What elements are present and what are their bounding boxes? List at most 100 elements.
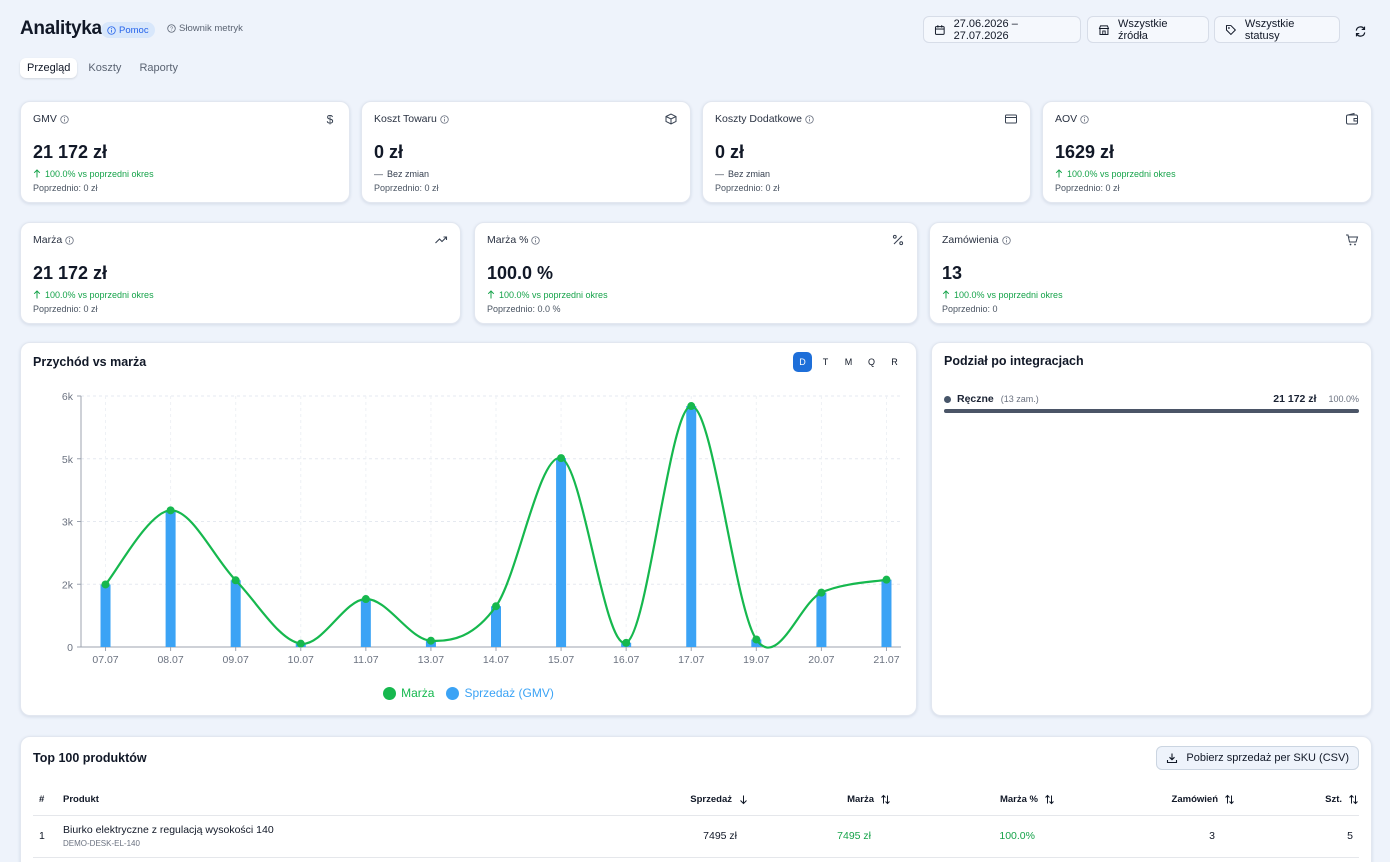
info-icon[interactable]	[805, 114, 814, 124]
kpi-label-text: Koszty Dodatkowe	[715, 113, 802, 125]
x-tick-label: 21.07	[873, 654, 899, 666]
col-margin-pct[interactable]: Marża %	[891, 785, 1055, 816]
glossary-link[interactable]: ? Słownik metryk	[167, 23, 243, 34]
period-year[interactable]: R	[891, 357, 898, 367]
col-rank: #	[33, 785, 51, 816]
margin-point	[817, 588, 826, 597]
kpi-card-zam-wienia: Zamówienia 13 100.0% vs poprzedni okres Pop…	[929, 222, 1372, 324]
table-row[interactable]: 1 Biurko elektryczne z regulacją wysokoś…	[33, 815, 1359, 858]
date-range-button[interactable]: 27.06.2026 – 27.07.2026	[923, 16, 1081, 43]
sources-filter-button[interactable]: Wszystkie źródła	[1087, 16, 1209, 43]
margin-point	[426, 636, 435, 645]
row-rank: 1	[33, 815, 51, 858]
refresh-icon	[1355, 25, 1365, 37]
kpi-previous: Poprzednio: 0 zł	[374, 183, 439, 193]
arrow-up-icon	[942, 290, 950, 299]
legend-swatch-margin	[383, 686, 397, 700]
bar-gmv	[686, 406, 697, 647]
margin-point	[296, 639, 305, 648]
bar-gmv	[230, 580, 241, 647]
tab-overview[interactable]: Przegląd	[20, 58, 78, 78]
download-csv-button[interactable]: Pobierz sprzedaż per SKU (CSV)	[1156, 746, 1359, 770]
statuses-filter-button[interactable]: Wszystkie statusy	[1214, 16, 1340, 43]
y-tick-label: 5k	[62, 454, 74, 466]
kpi-value: 1629 zł	[1055, 142, 1115, 162]
margin-point	[752, 635, 761, 644]
tab-bar: Przegląd Koszty Raporty	[20, 58, 185, 78]
info-icon	[107, 25, 116, 35]
sort-icon	[881, 795, 890, 805]
legend-item-gmv[interactable]: Sprzedaż (GMV)	[446, 686, 554, 700]
kpi-value: 13	[942, 263, 963, 283]
info-icon[interactable]	[60, 114, 69, 124]
row-margin-pct: 100.0%	[891, 815, 1055, 858]
kpi-change-text: 100.0% vs poprzedni okres	[1067, 169, 1176, 179]
kpi-change-text: 100.0% vs poprzedni okres	[499, 290, 608, 300]
col-margin[interactable]: Marża	[749, 785, 891, 816]
kpi-previous: Poprzednio: 0 zł	[1055, 183, 1120, 193]
kpi-change: 100.0% vs poprzedni okres	[33, 290, 154, 300]
col-orders-label: Zamówień	[1171, 794, 1218, 806]
bar-gmv	[881, 579, 892, 647]
integration-row[interactable]: Ręczne (13 zam.) 21 172 zł 100.0%	[944, 392, 1359, 406]
info-icon[interactable]	[1080, 114, 1089, 124]
integration-name: Ręczne	[957, 393, 994, 405]
row-product-cell: Biurko elektryczne z regulacją wysokości…	[51, 815, 569, 858]
bar-gmv	[100, 584, 111, 647]
col-qty[interactable]: Szt.	[1235, 785, 1359, 816]
sources-label: Wszystkie źródła	[1117, 17, 1168, 42]
legend-item-margin[interactable]: Marża	[383, 686, 434, 700]
x-tick-label: 07.07	[92, 654, 118, 666]
info-icon[interactable]	[440, 114, 449, 124]
col-sales[interactable]: Sprzedaż	[569, 785, 749, 816]
row-margin: 7495 zł	[749, 815, 891, 858]
margin-point	[231, 576, 240, 585]
date-range-label: 27.06.2026 – 27.07.2026	[953, 17, 1018, 42]
y-tick-label: 3k	[62, 517, 74, 529]
x-tick-label: 16.07	[613, 654, 639, 666]
kpi-label-text: GMV	[33, 113, 57, 125]
margin-line	[104, 404, 887, 649]
period-day[interactable]: D	[793, 352, 812, 372]
integration-amount: 21 172 zł	[1273, 393, 1317, 405]
tab-costs[interactable]: Koszty	[88, 62, 122, 74]
info-icon[interactable]	[531, 235, 541, 245]
x-tick-label: 17.07	[678, 654, 704, 666]
info-icon[interactable]	[65, 235, 74, 245]
kpi-label: Koszty Dodatkowe	[715, 113, 814, 125]
refresh-button[interactable]	[1351, 22, 1369, 40]
kpi-previous: Poprzednio: 0 zł	[715, 183, 780, 193]
period-quarter[interactable]: Q	[867, 357, 875, 367]
kpi-previous: Poprzednio: 0 zł	[33, 183, 98, 193]
x-tick-label: 11.07	[353, 654, 379, 666]
x-tick-label: 14.07	[483, 654, 509, 666]
dollar-icon: $	[327, 113, 334, 127]
legend-label-margin: Marża	[401, 686, 435, 700]
products-table: # Produkt Sprzedaż Marża Marża % Zamówie…	[33, 785, 1359, 858]
kpi-value: 0 zł	[374, 142, 404, 162]
period-week[interactable]: T	[822, 357, 829, 367]
period-selector: D T M Q R	[793, 352, 904, 372]
sort-icon	[1225, 795, 1234, 805]
store-icon	[1098, 24, 1110, 35]
tab-reports[interactable]: Raporty	[139, 62, 178, 74]
margin-point	[557, 454, 566, 463]
help-circle-icon: ?	[167, 24, 176, 33]
period-month[interactable]: M	[844, 357, 853, 367]
info-icon[interactable]	[1001, 235, 1011, 245]
help-badge[interactable]: Pomoc	[101, 22, 155, 38]
kpi-label: GMV	[33, 113, 69, 125]
kpi-previous: Poprzednio: 0	[942, 304, 998, 314]
kpi-previous: Poprzednio: 0 zł	[33, 304, 98, 314]
col-orders[interactable]: Zamówień	[1055, 785, 1235, 816]
x-tick-label: 08.07	[157, 654, 183, 666]
kpi-label-text: Marża	[33, 234, 63, 246]
statuses-label: Wszystkie statusy	[1244, 17, 1295, 42]
margin-point	[492, 602, 500, 611]
x-tick-label: 20.07	[808, 654, 834, 666]
wallet-icon	[1346, 112, 1358, 125]
kpi-value: 21 172 zł	[33, 142, 108, 162]
margin-point	[101, 580, 110, 589]
page-title: Analityka	[20, 18, 102, 39]
kpi-label: Marża	[33, 234, 74, 246]
